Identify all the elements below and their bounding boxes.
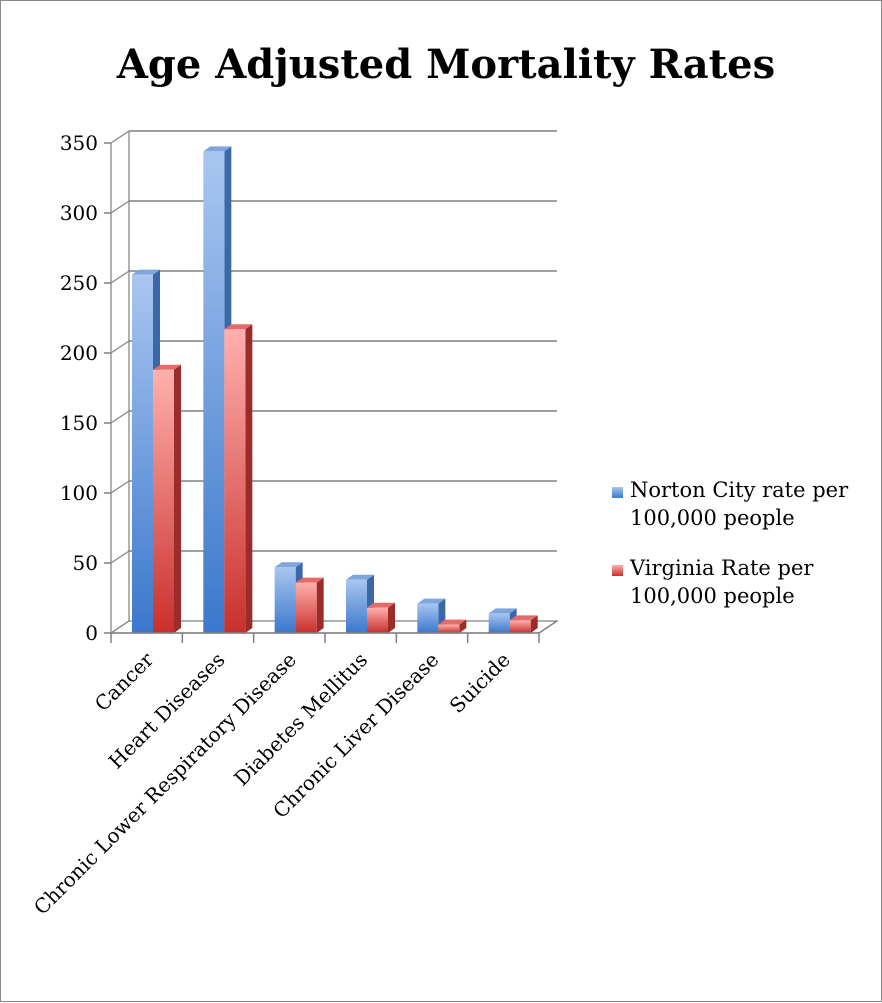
gridline [110,620,130,634]
y-tick-label: 250 [60,271,98,295]
legend-label: Norton City rate per [630,478,849,502]
legend-item: Virginia Rate per 100,000 people [612,556,814,608]
gridline [110,270,557,284]
y-tick-label: 0 [85,621,98,645]
gridline [110,340,557,354]
legend-label: Virginia Rate per [629,556,814,580]
legend-swatch [612,487,623,498]
gridline [110,480,557,494]
gridlines [110,130,557,634]
y-tick-label: 300 [60,201,98,225]
x-tick-label: Cancer [90,647,159,716]
bar [153,364,181,633]
axes [104,142,558,643]
y-tick-label: 200 [60,341,98,365]
x-tick-label: Chronic Lower Respiratory Disease [29,648,301,920]
y-axis-tick-labels: 0 50 100 150 200 250 300 350 [60,131,98,645]
legend-label: 100,000 people [630,506,795,530]
y-tick-label: 350 [60,131,98,155]
legend-swatch [612,565,623,576]
gridline [110,200,557,214]
legend-label: 100,000 people [630,584,795,608]
y-tick-label: 100 [60,481,98,505]
y-tick-label: 50 [73,551,98,575]
bar [509,615,538,633]
gridline [110,410,557,424]
bar [295,577,324,633]
bars [132,146,538,633]
bar [224,324,253,633]
gridline [110,550,557,564]
bar [367,602,395,633]
y-tick-label: 150 [60,411,98,435]
x-tick-label: Suicide [445,648,515,718]
chart-title: Age Adjusted Mortality Rates [116,41,775,88]
x-tick-label: Diabetes Mellitus [229,648,372,791]
legend-item: Norton City rate per 100,000 people [612,478,849,530]
gridline [110,130,557,144]
bar [438,619,467,633]
